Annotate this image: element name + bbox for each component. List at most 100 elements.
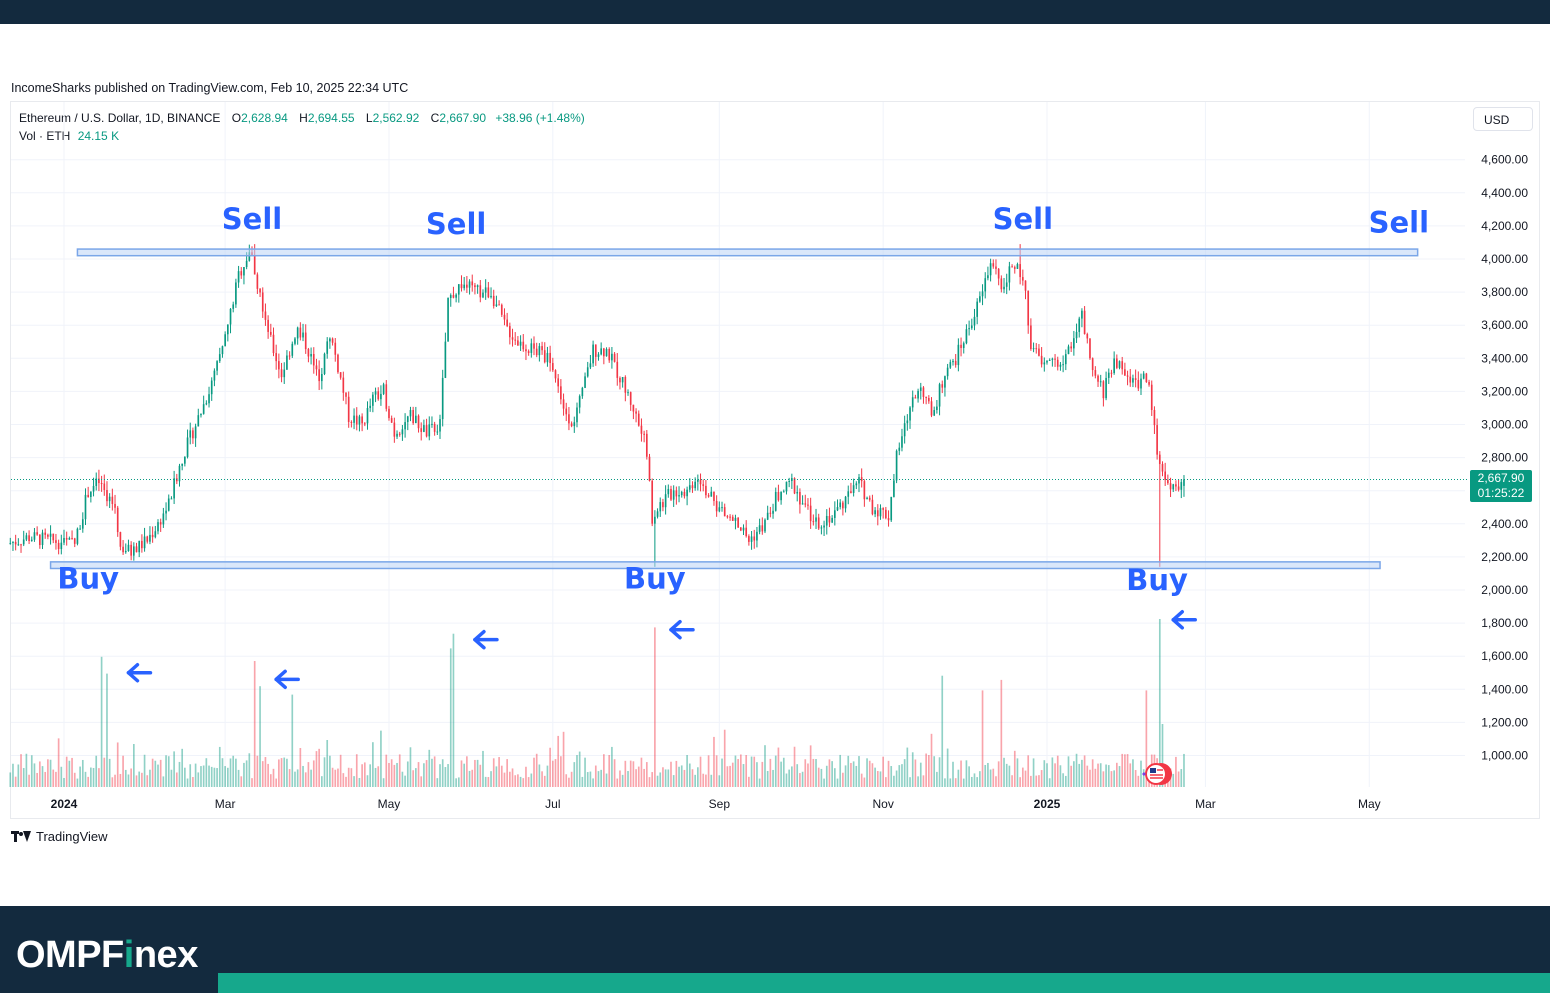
volume-bar xyxy=(629,760,632,787)
volume-bar xyxy=(1038,775,1040,787)
candle-body xyxy=(879,508,882,517)
volume-bar xyxy=(519,776,522,787)
candle-body xyxy=(656,511,659,517)
candle-body xyxy=(108,496,111,502)
candle-body xyxy=(393,422,396,437)
volume-bar xyxy=(382,778,385,787)
candle-body xyxy=(1161,464,1164,472)
x-tick-label: Mar xyxy=(215,797,236,811)
symbol-title[interactable]: Ethereum / U.S. Dollar, 1D, BINANCE xyxy=(19,111,221,125)
candle-body xyxy=(756,531,758,541)
volume-bar xyxy=(637,766,640,787)
volume-bar xyxy=(286,758,288,787)
candle-body xyxy=(589,363,592,368)
candle-body xyxy=(60,542,63,550)
close-value: 2,667.90 xyxy=(439,111,487,125)
candle-body xyxy=(372,394,374,406)
volume-bar xyxy=(549,747,551,787)
sell-label: Sell xyxy=(222,202,282,236)
volume-bar xyxy=(111,777,114,787)
volume-bar xyxy=(409,747,412,787)
candle-body xyxy=(484,287,487,293)
candle-body xyxy=(726,516,729,518)
candle-body xyxy=(460,284,463,289)
candle-body xyxy=(772,510,774,514)
candle-body xyxy=(554,370,557,379)
volume-bar xyxy=(55,771,57,787)
candle-body xyxy=(1137,379,1140,389)
volume-bar xyxy=(973,773,976,787)
volume-bar xyxy=(506,759,508,787)
volume-bar xyxy=(640,757,643,787)
volume-bar xyxy=(987,762,989,787)
candle-body xyxy=(41,532,44,546)
candle-body xyxy=(944,376,946,388)
candle-body xyxy=(640,425,643,434)
candle-body xyxy=(455,294,457,298)
volume-bar xyxy=(919,762,922,787)
volume-bar xyxy=(815,759,817,787)
volume-bar xyxy=(84,771,87,787)
candle-body xyxy=(269,331,272,335)
tradingview-label: TradingView xyxy=(36,829,108,844)
candle-body xyxy=(828,515,831,523)
site-logo[interactable]: OMPFinex xyxy=(16,934,198,977)
volume-bar xyxy=(525,766,527,787)
volume-bar xyxy=(127,774,130,787)
volume-bar xyxy=(345,776,347,787)
volume-bar xyxy=(253,661,256,787)
candle-body xyxy=(192,430,194,439)
volume-bar xyxy=(745,755,748,787)
candle-body xyxy=(401,429,404,435)
volume-bar xyxy=(159,759,162,787)
volume-bar xyxy=(662,767,664,787)
candle-body xyxy=(468,281,471,288)
y-tick-label: 3,600.00 xyxy=(1481,318,1528,332)
volume-bar xyxy=(551,760,554,787)
price-chart[interactable]: 4,600.00 4,400.00 4,200.00 4,000.00 3,800.00… xyxy=(0,0,1550,906)
volume-bar xyxy=(1059,765,1062,787)
candle-body xyxy=(291,343,294,356)
candle-body xyxy=(509,326,511,338)
currency-selector[interactable]: USD xyxy=(1473,107,1533,131)
volume-bar xyxy=(428,749,431,787)
volume-bar xyxy=(248,753,251,787)
y-tick-label: 4,400.00 xyxy=(1481,186,1528,200)
candle-body xyxy=(347,396,350,422)
annotation-labels: Sell Sell Sell Sell Buy Buy Buy xyxy=(57,202,1429,597)
arrow-left-icon xyxy=(669,619,695,640)
candle-body xyxy=(535,348,538,356)
tradingview-brand[interactable]: TradingView xyxy=(11,829,108,844)
volume-bar xyxy=(530,773,533,787)
volume-bar xyxy=(1132,759,1134,787)
candle-body xyxy=(688,485,691,490)
candle-body xyxy=(718,507,721,512)
volume-bar xyxy=(261,761,264,787)
candle-body xyxy=(398,433,401,435)
volume-bar xyxy=(863,777,866,787)
volume-bar xyxy=(511,768,514,787)
symbol-legend: Ethereum / U.S. Dollar, 1D, BINANCE O2,6… xyxy=(19,111,585,125)
candle-body xyxy=(1027,290,1030,326)
volume-label[interactable]: Vol · ETH xyxy=(19,129,71,143)
volume-bar xyxy=(474,759,476,787)
candle-body xyxy=(691,485,694,489)
candle-body xyxy=(761,525,764,532)
volume-bar xyxy=(436,778,439,787)
volume-bar xyxy=(627,771,629,787)
volume-bar xyxy=(1177,771,1180,787)
volume-bar xyxy=(573,762,576,787)
candle-body xyxy=(906,420,909,424)
volume-bar xyxy=(734,755,737,787)
candle-body xyxy=(560,386,562,400)
candle-body xyxy=(245,260,248,268)
candle-body xyxy=(578,396,581,408)
volume-bar xyxy=(377,766,380,787)
volume-bar xyxy=(1175,756,1177,787)
candle-body xyxy=(1032,348,1035,350)
volume-bar xyxy=(326,740,329,787)
candle-body xyxy=(527,351,530,353)
volume-bar xyxy=(710,774,713,787)
candle-body xyxy=(154,531,157,538)
candle-body xyxy=(363,423,366,425)
